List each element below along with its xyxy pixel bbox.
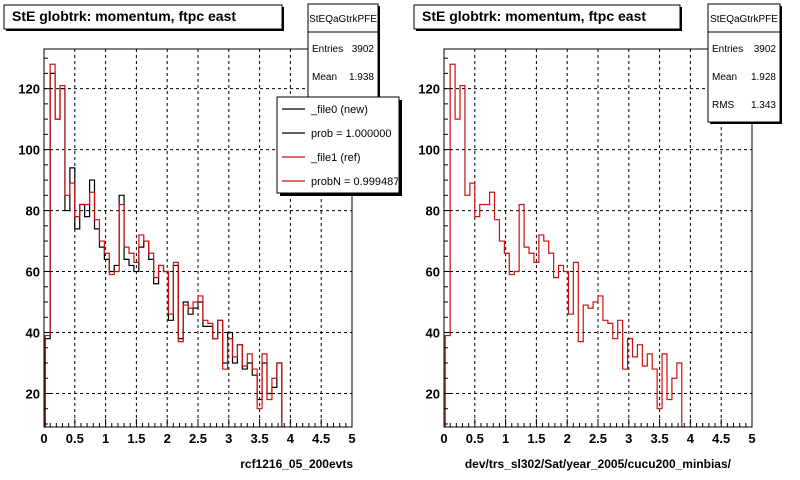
x-axis [443,419,753,427]
legend-entry-label: _file0 (new) [310,104,368,116]
y-tick-label: 40 [426,326,440,341]
x-axis-title: rcf1216_05_200evts [240,457,353,471]
y-tick-label: 120 [418,82,440,97]
y-tick-label: 20 [26,386,40,401]
x-axis [43,419,353,427]
y-tick-label: 80 [426,204,440,219]
x-tick-label: 0.5 [66,431,84,446]
x-tick-label: 0 [440,431,447,446]
stats-label: Entries [312,44,343,55]
stats-value: 1.343 [751,100,776,111]
x-tick-label: 1 [502,431,509,446]
y-tick-label: 20 [426,386,440,401]
x-tick-label: 4 [687,431,695,446]
x-tick-label: 2 [164,431,171,446]
x-tick-label: 3.5 [651,431,669,446]
chart-title: StE globtrk: momentum, ftpc east [12,8,236,24]
x-tick-label: 2 [564,431,571,446]
legend-entry-label: _file1 (ref) [310,152,361,164]
x-tick-label: 1.5 [127,431,145,446]
stats-value: 1.938 [349,72,374,83]
legend-box [276,96,400,194]
x-tick-label: 3 [625,431,632,446]
title-box [3,4,283,30]
stats-value: 1.928 [751,72,776,83]
legend-entry-label: probN = 0.999487 [311,176,399,188]
x-tick-label: 2.5 [589,431,607,446]
x-tick-label: 1.5 [527,431,545,446]
y-tick-label: 60 [26,265,40,280]
x-tick-label: 5 [748,431,755,446]
x-tick-label: 5 [348,431,355,446]
stats-value: 3902 [352,44,375,55]
y-tick-label: 100 [18,143,40,158]
x-tick-label: 4.5 [712,431,730,446]
legend: _file0 (new) prob = 1.000000 _file1 (ref) p… [276,96,402,196]
y-axis [444,57,452,425]
stats-title: StEQaGtrkPFE [710,14,778,25]
histogram-series--file1-ref- [44,63,283,427]
stats-label: Entries [712,44,743,55]
x-axis-title: dev/trs_sl302/Sat/year_2005/cucu200_minb… [465,457,732,471]
y-tick-label: 100 [418,143,440,158]
legend-entry-label: prob = 1.000000 [311,128,391,140]
chart-title: StE globtrk: momentum, ftpc east [422,8,646,24]
stats-label: Mean [312,72,337,83]
histogram-series-ref [444,63,683,427]
x-tick-label: 4.5 [312,431,330,446]
x-tick-label: 3 [225,431,232,446]
stats-title: StEQaGtrkPFE [309,14,377,25]
y-tick-label: 60 [426,265,440,280]
x-tick-label: 4 [287,431,295,446]
pad-1: 0 0.5 1 1.5 2 2.5 3 3.5 4 4.5 5 20 40 60 80 100 120 rcf12… [3,3,402,471]
x-tick-label: 3.5 [251,431,269,446]
y-tick-label: 120 [18,82,40,97]
y-axis [44,57,52,425]
title-box [413,4,681,30]
stats-label: RMS [712,100,735,111]
x-tick-label: 1 [102,431,109,446]
x-tick-label: 0 [40,431,47,446]
stats-label: Mean [712,72,737,83]
pad-2: 0 0.5 1 1.5 2 2.5 3 3.5 4 4.5 5 20 40 60 80 100 120 dev/t… [413,3,782,471]
x-tick-label: 2.5 [189,431,207,446]
y-tick-label: 40 [26,326,40,341]
stats-value: 3902 [754,44,777,55]
y-tick-label: 80 [26,204,40,219]
x-tick-label: 0.5 [466,431,484,446]
stats-box [707,3,781,123]
legend-entries: _file0 (new) prob = 1.000000 _file1 (ref) p… [282,104,399,188]
